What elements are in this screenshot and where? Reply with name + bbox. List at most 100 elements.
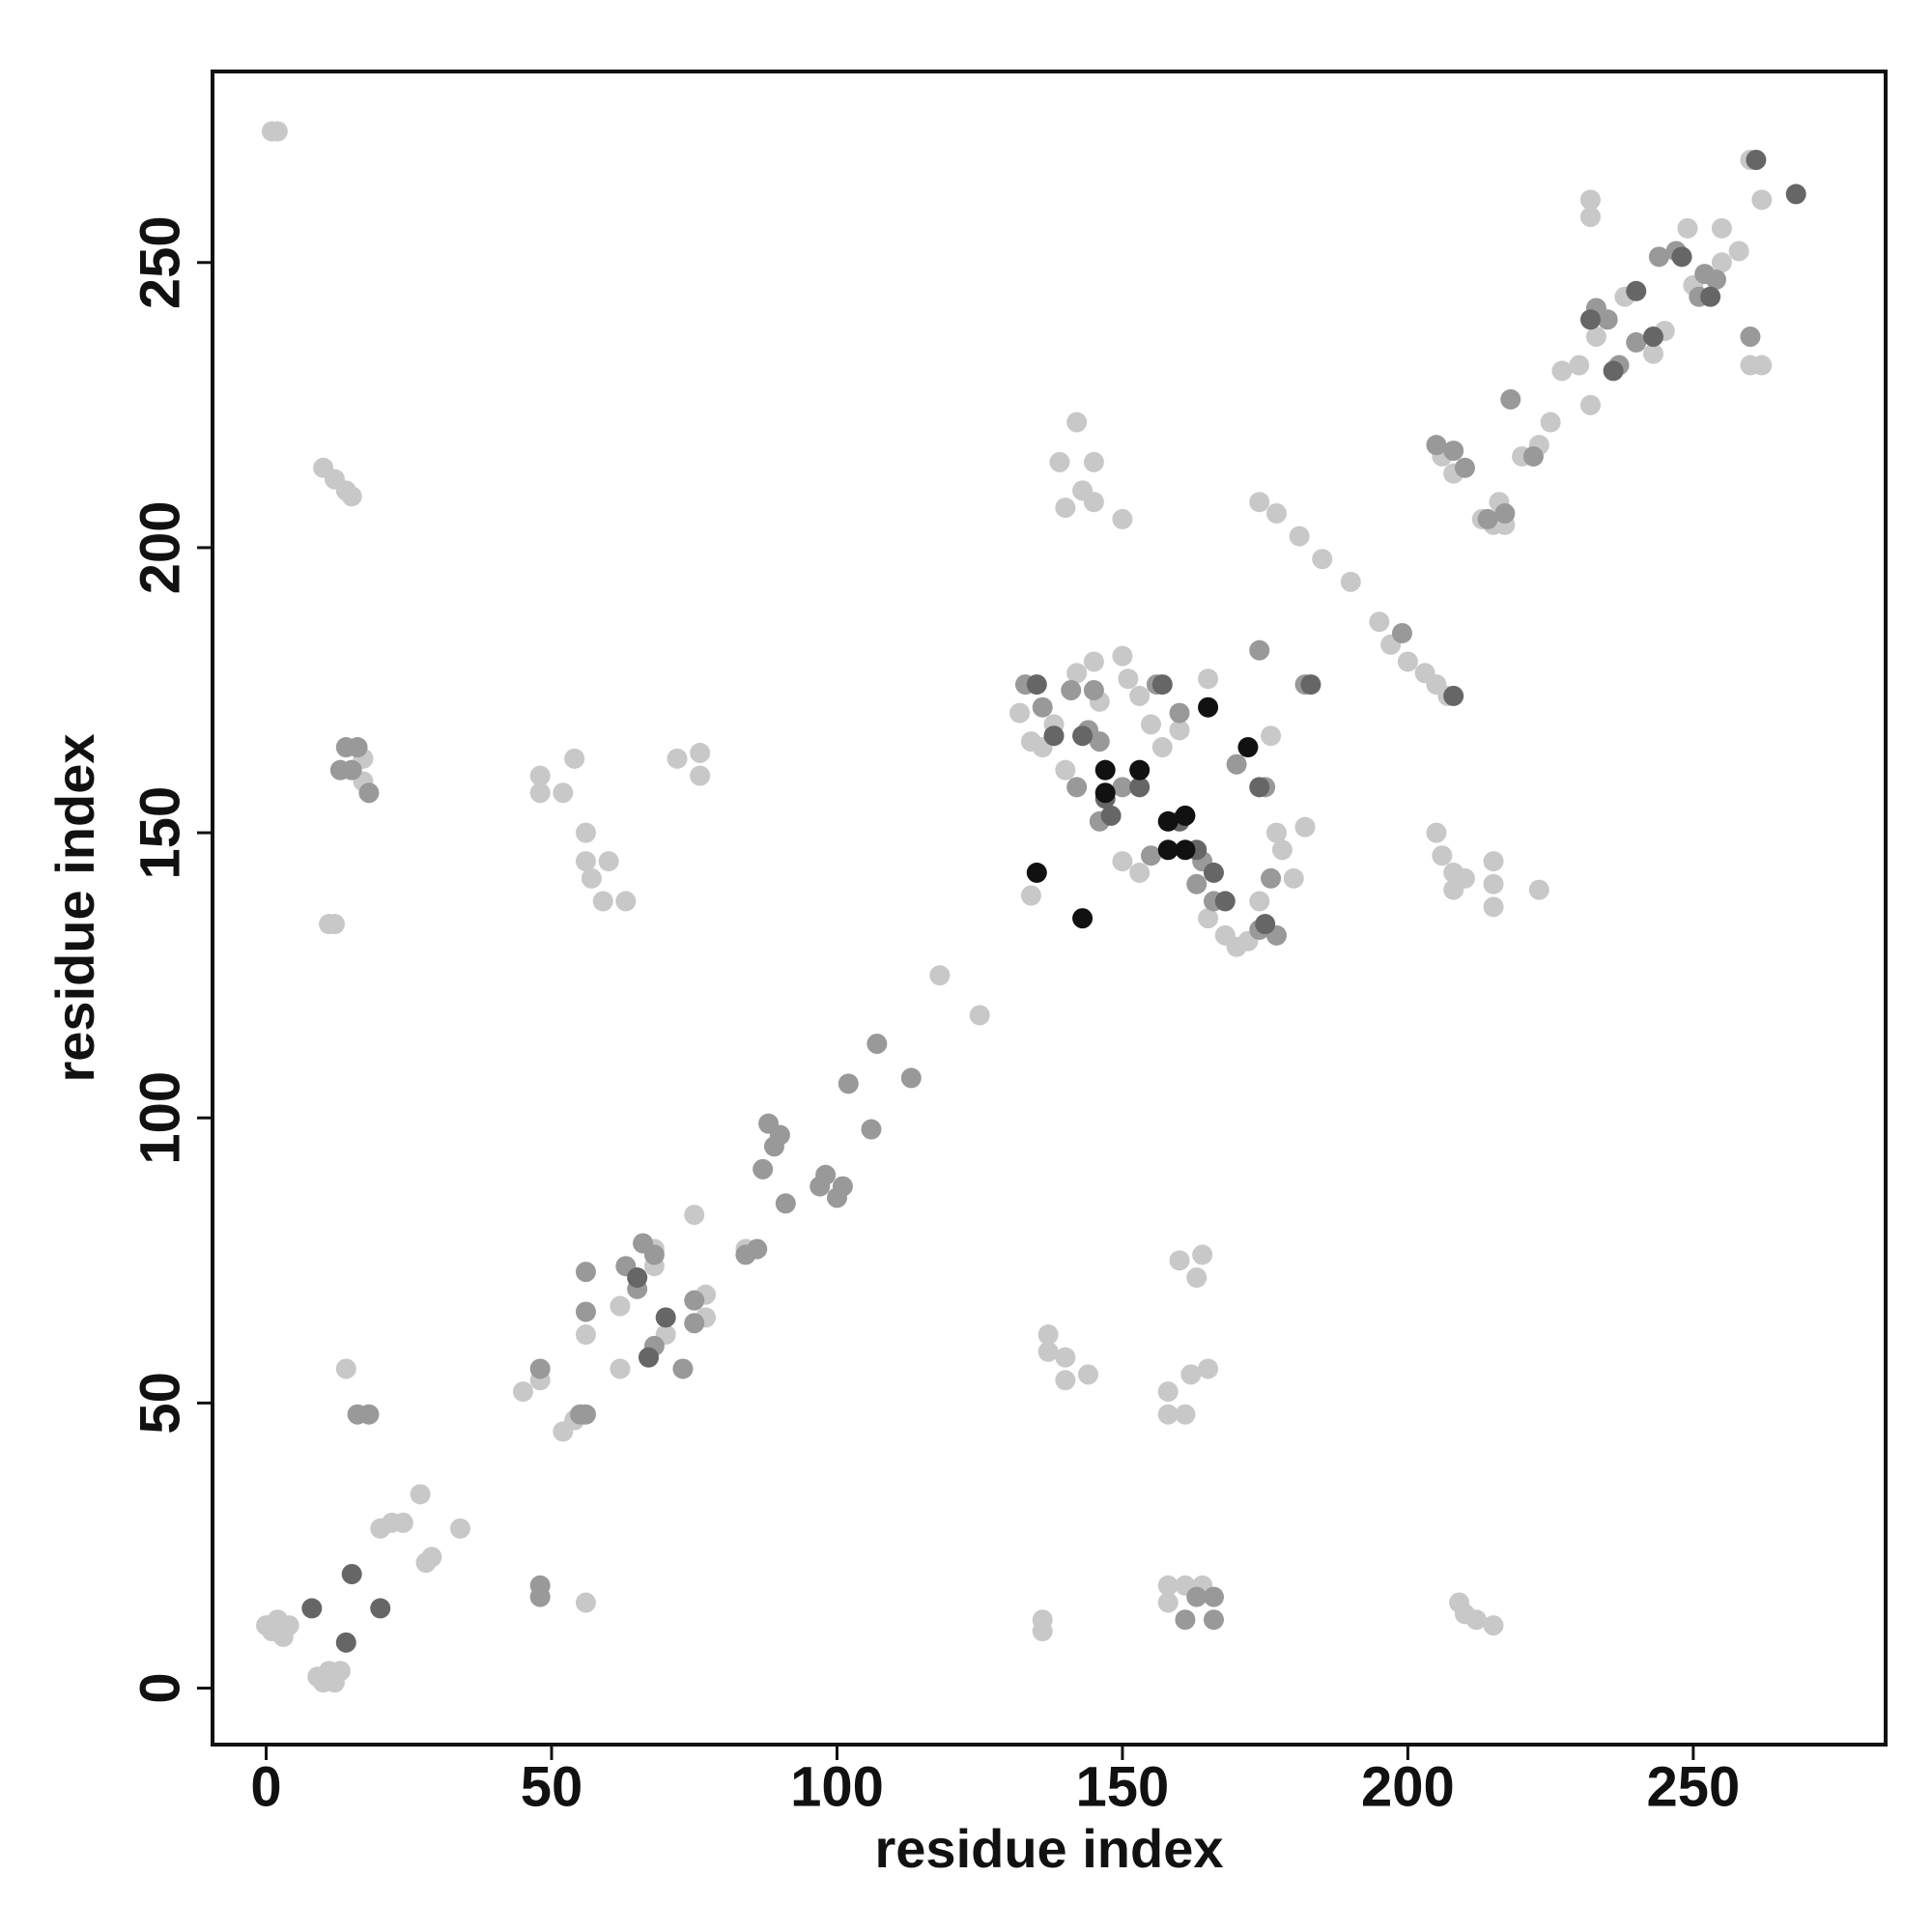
point [575,851,596,872]
point [329,1661,351,1682]
point [421,1547,442,1568]
point [575,1592,596,1613]
point [1129,685,1151,706]
point [1198,1358,1219,1379]
point [684,1313,705,1334]
point [1169,702,1190,724]
point [1129,759,1151,781]
point [575,822,596,843]
point [1579,394,1601,415]
point [324,914,345,935]
point [1157,1592,1179,1613]
point [1626,280,1647,301]
point [1483,851,1504,872]
point [1186,1586,1208,1607]
point [1083,651,1104,672]
point [1169,1250,1190,1271]
point [900,1067,922,1089]
point [529,1358,551,1379]
plot-frame [211,70,1888,1747]
point [529,765,551,786]
point [598,851,619,872]
x-tick-label: 100 [790,1755,884,1818]
point [341,1563,362,1584]
point [1175,839,1196,861]
point [358,782,380,804]
point [1443,685,1464,706]
point [1249,891,1270,912]
point [1300,674,1321,696]
point [1642,343,1663,364]
point [1043,725,1065,747]
point [1585,326,1606,347]
point [1426,822,1447,843]
point [1175,805,1196,826]
point [1369,611,1390,633]
point [1226,753,1247,775]
y-tick-label: 200 [128,501,191,595]
point [1032,696,1053,718]
point [1391,622,1412,643]
point [1009,702,1031,724]
point [1265,822,1287,843]
point [1175,1404,1196,1425]
point [1261,867,1282,889]
point [838,1073,859,1094]
point [1186,1267,1208,1289]
point [1271,839,1293,861]
point [1700,286,1721,307]
point [1083,492,1104,513]
point [1203,1609,1224,1631]
point [1261,725,1282,747]
point [627,1267,648,1289]
point [529,782,551,804]
point [1483,873,1504,895]
point [1711,217,1732,239]
point [553,782,574,804]
point [1751,189,1773,211]
point [1477,508,1498,529]
point [929,965,951,986]
point [564,748,585,769]
point [775,1193,796,1214]
point [1597,309,1618,330]
point [1289,526,1310,547]
point [1312,549,1333,570]
point [1066,777,1088,798]
point [747,1238,768,1260]
point [1522,445,1544,467]
point [449,1518,470,1539]
point [341,759,362,781]
point [1540,412,1561,433]
point [1083,679,1104,700]
x-tick-label: 150 [1076,1755,1170,1818]
point [643,1244,665,1265]
point [341,486,362,507]
y-axis-title: residue index [44,733,105,1082]
point [638,1347,659,1368]
point [570,1404,591,1425]
point [1169,720,1190,741]
point [672,1358,694,1379]
point [1255,914,1276,935]
point [1569,355,1590,376]
point [1118,668,1139,690]
point [1151,737,1173,758]
point [1129,862,1151,883]
point [1055,1347,1076,1368]
point [1077,1364,1098,1385]
point [575,1301,596,1322]
point [815,1164,837,1185]
point [1055,497,1076,519]
point [575,1262,596,1283]
point [1454,867,1475,889]
point [1711,252,1732,273]
point [832,1176,853,1197]
point [529,1586,551,1607]
point [1626,331,1647,353]
point [1180,1364,1202,1385]
point [1186,873,1208,895]
y-tick-label: 50 [128,1372,191,1435]
y-tick-label: 100 [128,1071,191,1165]
